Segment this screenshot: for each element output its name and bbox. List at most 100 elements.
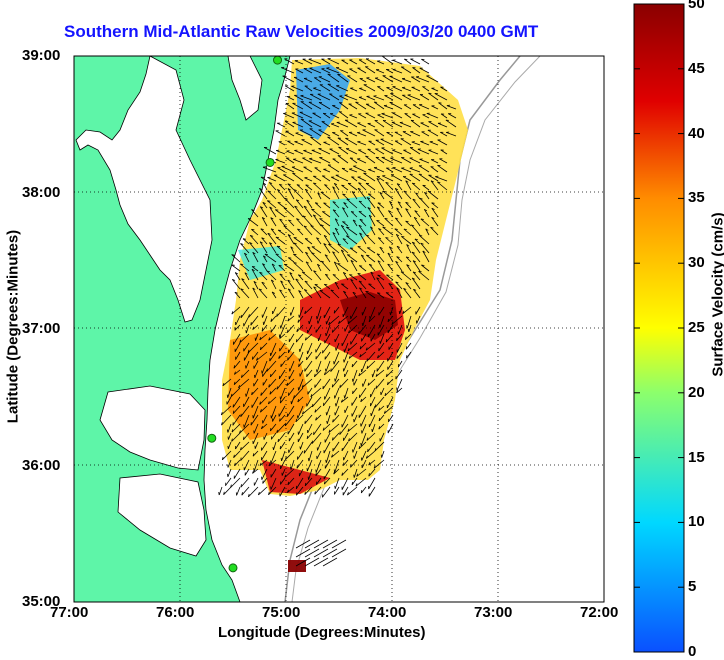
colorbar-label: Surface Velocity (cm/s) bbox=[710, 183, 724, 407]
colorbar-tick-label: 50 bbox=[688, 0, 705, 12]
velocity-arrowhead bbox=[281, 458, 282, 461]
velocity-arrowhead bbox=[397, 338, 398, 341]
velocity-arrowhead bbox=[381, 455, 382, 458]
colorbar bbox=[634, 4, 684, 652]
velocity-arrowhead bbox=[406, 346, 407, 349]
velocity-arrowhead bbox=[346, 236, 349, 237]
y-tick-label: 36:00 bbox=[22, 457, 60, 474]
colorbar-tick-label: 35 bbox=[688, 189, 705, 206]
velocity-arrowhead bbox=[342, 222, 345, 223]
velocity-arrowhead bbox=[386, 275, 389, 276]
x-tick-label: 72:00 bbox=[580, 604, 618, 621]
chart-title: Southern Mid-Atlantic Raw Velocities 200… bbox=[0, 22, 724, 42]
velocity-arrowhead bbox=[353, 391, 354, 394]
y-axis-label: Latitude (Degrees:Minutes) bbox=[5, 212, 22, 442]
velocity-arrowhead bbox=[298, 320, 299, 323]
velocity-arrowhead bbox=[309, 321, 310, 324]
velocity-arrowhead bbox=[263, 481, 264, 484]
velocity-arrowhead bbox=[354, 456, 355, 459]
velocity-arrowhead bbox=[296, 492, 297, 495]
velocity-arrowhead bbox=[335, 486, 336, 489]
velocity-arrowhead bbox=[240, 264, 243, 265]
velocity-arrowhead bbox=[374, 96, 377, 97]
x-tick-label: 75:00 bbox=[262, 604, 300, 621]
velocity-arrowhead bbox=[344, 395, 345, 398]
velocity-arrowhead bbox=[326, 412, 327, 415]
velocity-arrowhead bbox=[313, 88, 316, 89]
velocity-arrowhead bbox=[312, 209, 315, 210]
velocity-arrowhead bbox=[301, 95, 304, 96]
velocity-arrowhead bbox=[308, 477, 309, 480]
velocity-arrowhead bbox=[331, 369, 332, 372]
station-marker bbox=[229, 564, 237, 572]
velocity-arrowhead bbox=[432, 203, 435, 204]
velocity-arrowhead bbox=[296, 339, 297, 342]
velocity-arrowhead bbox=[270, 374, 271, 377]
velocity-arrowhead bbox=[299, 349, 300, 352]
velocity-arrowhead bbox=[320, 290, 323, 291]
y-tick-label: 35:00 bbox=[22, 593, 60, 610]
colorbar-tick-label: 25 bbox=[688, 319, 705, 336]
velocity-arrowhead bbox=[278, 202, 281, 203]
velocity-arrowhead bbox=[300, 446, 301, 449]
velocity-arrowhead bbox=[358, 246, 361, 247]
x-tick-label: 74:00 bbox=[368, 604, 406, 621]
velocity-arrowhead bbox=[299, 364, 300, 367]
velocity-arrowhead bbox=[377, 220, 380, 221]
velocity-arrowhead bbox=[276, 237, 279, 238]
velocity-arrowhead bbox=[246, 394, 247, 397]
velocity-arrowhead bbox=[397, 356, 398, 359]
x-axis-label: Longitude (Degrees:Minutes) bbox=[218, 624, 426, 641]
velocity-arrowhead bbox=[369, 284, 372, 285]
velocity-arrowhead bbox=[410, 168, 413, 169]
velocity-arrowhead bbox=[412, 142, 415, 143]
velocity-arrowhead bbox=[335, 379, 336, 382]
velocity-arrowhead bbox=[305, 421, 306, 424]
velocity-arrowhead bbox=[251, 322, 252, 325]
velocity-arrowhead bbox=[317, 369, 318, 372]
velocity-arrowhead bbox=[278, 439, 279, 442]
velocity-arrowhead bbox=[435, 176, 438, 177]
velocity-arrowhead bbox=[366, 255, 369, 256]
velocity-arrowhead bbox=[306, 185, 309, 186]
velocity-arrowhead bbox=[399, 311, 400, 314]
velocity-arrowhead bbox=[270, 428, 271, 431]
velocity-arrowhead bbox=[359, 211, 362, 212]
velocity-arrowhead bbox=[280, 400, 281, 403]
colorbar-tick-label: 0 bbox=[688, 643, 696, 660]
velocity-arrowhead bbox=[421, 265, 424, 266]
velocity-arrowhead bbox=[352, 379, 353, 382]
velocity-arrowhead bbox=[428, 191, 431, 192]
velocity-arrowhead bbox=[288, 357, 289, 360]
velocity-arrowhead bbox=[340, 432, 341, 435]
velocity-arrowhead bbox=[401, 236, 404, 237]
colorbar-tick-label: 45 bbox=[688, 60, 705, 77]
velocity-arrowhead bbox=[354, 475, 355, 478]
velocity-arrowhead bbox=[293, 254, 296, 255]
velocity-arrowhead bbox=[383, 191, 386, 192]
y-tick-label: 37:00 bbox=[22, 320, 60, 337]
velocity-arrowhead bbox=[227, 395, 228, 398]
colorbar-tick-label: 10 bbox=[688, 513, 705, 530]
velocity-arrowhead bbox=[305, 239, 308, 240]
velocity-arrowhead bbox=[280, 326, 281, 329]
velocity-arrowhead bbox=[377, 293, 380, 294]
x-tick-label: 76:00 bbox=[156, 604, 194, 621]
velocity-arrowhead bbox=[359, 266, 362, 267]
velocity-arrowhead bbox=[246, 330, 247, 333]
velocity-arrowhead bbox=[326, 333, 327, 336]
colorbar-tick-label: 30 bbox=[688, 254, 705, 271]
y-tick-label: 39:00 bbox=[22, 47, 60, 64]
colorbar-tick-label: 40 bbox=[688, 125, 705, 142]
velocity-arrowhead bbox=[359, 331, 360, 334]
colorbar-tick-label: 15 bbox=[688, 449, 705, 466]
velocity-arrowhead bbox=[437, 182, 440, 183]
x-tick-label: 73:00 bbox=[474, 604, 512, 621]
velocity-arrowhead bbox=[358, 273, 361, 274]
velocity-arrowhead bbox=[262, 328, 263, 331]
velocity-arrowhead bbox=[227, 430, 228, 433]
station-marker bbox=[266, 158, 274, 166]
velocity-arrowhead bbox=[241, 414, 242, 417]
station-marker bbox=[208, 434, 216, 442]
